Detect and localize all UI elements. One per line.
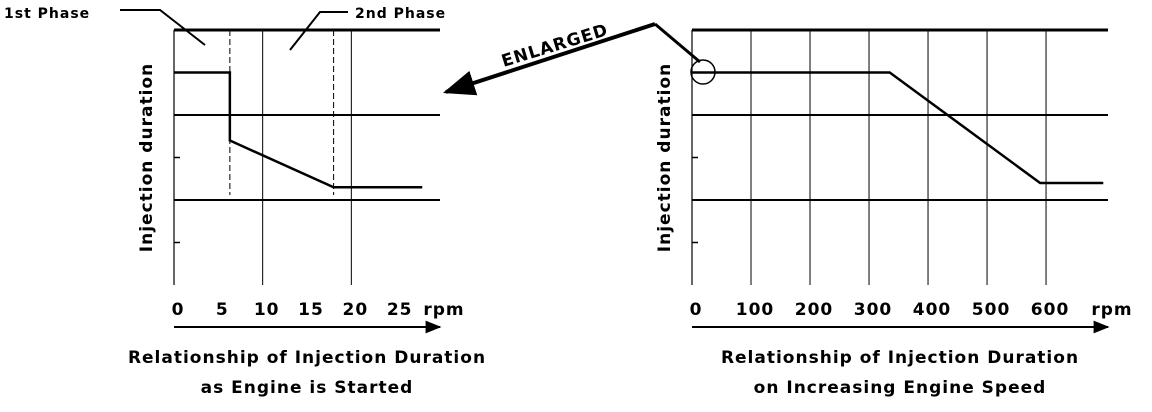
- caption-line: as Engine is Started: [201, 378, 414, 398]
- annotation: ENLARGED: [499, 20, 611, 71]
- x-tick-label: 300: [854, 300, 893, 320]
- y-axis-label: Injection duration: [655, 63, 675, 252]
- x-tick-label: 25: [387, 300, 413, 320]
- leader-line: [120, 9, 206, 46]
- x-unit: rpm: [423, 300, 464, 320]
- x-tick-label: 20: [342, 300, 368, 320]
- caption-line: Relationship of Injection Duration: [128, 348, 486, 368]
- x-tick-label: 5: [216, 300, 229, 320]
- leader-line: [289, 11, 348, 51]
- caption-line: Relationship of Injection Duration: [721, 348, 1079, 368]
- x-tick-label: 100: [736, 300, 775, 320]
- caption-line: on Increasing Engine Speed: [754, 378, 1047, 398]
- x-tick-label: 0: [172, 300, 185, 320]
- enlarge-leader: [654, 22, 701, 64]
- annotation: 1st Phase: [4, 6, 90, 22]
- x-tick-label: 400: [913, 300, 952, 320]
- y-axis-label: Injection duration: [137, 63, 157, 252]
- annotation: 2nd Phase: [355, 6, 446, 22]
- x-tick-label: 500: [972, 300, 1011, 320]
- enlarge-circle: [690, 59, 716, 85]
- x-unit: rpm: [1091, 300, 1132, 320]
- x-tick-label: 10: [254, 300, 280, 320]
- enlarge-arrow: [442, 22, 656, 96]
- x-tick-label: 600: [1031, 300, 1070, 320]
- x-tick-label: 15: [298, 300, 324, 320]
- data-line: [174, 71, 423, 189]
- x-tick-label: 0: [690, 300, 703, 320]
- data-line: [692, 71, 1104, 185]
- x-tick-label: 200: [795, 300, 834, 320]
